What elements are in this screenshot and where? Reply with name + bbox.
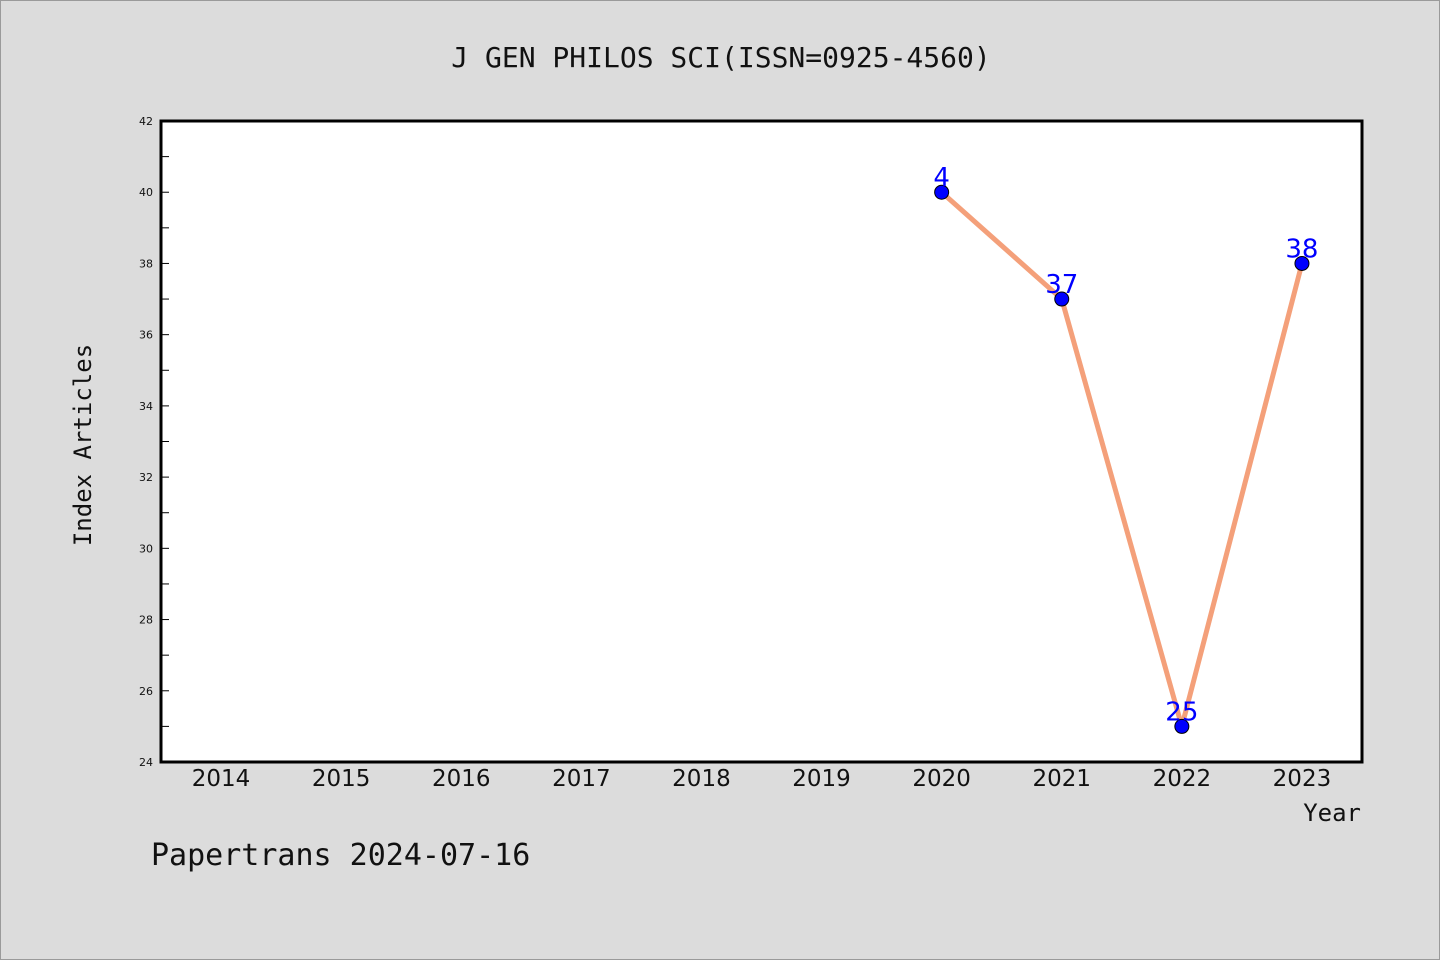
- data-point: [934, 184, 950, 200]
- data-point: [1174, 718, 1190, 734]
- x-tick-label: 2018: [672, 766, 731, 792]
- x-tick-label: 2015: [312, 766, 371, 792]
- y-tick-label: 36: [139, 329, 153, 342]
- data-point: [1054, 291, 1070, 307]
- x-tick-label: 2019: [792, 766, 851, 792]
- x-tick-label: 2014: [192, 766, 251, 792]
- x-tick-label: 2017: [552, 766, 611, 792]
- x-axis: 2014 2015 2016 2017 2018 2019 2020 2021 2022 2023: [192, 766, 1331, 792]
- x-tick-label: 2021: [1032, 766, 1091, 792]
- data-label: 38: [1285, 234, 1318, 264]
- series-line-segment: [939, 189, 1065, 302]
- series-lines: [939, 189, 1305, 729]
- y-tick-label: 34: [139, 400, 153, 413]
- series-line-segment: [1179, 260, 1305, 729]
- y-tick-label: 42: [139, 115, 153, 128]
- data-labels: 4 37 25 38: [933, 163, 1318, 727]
- x-tick-label: 2016: [432, 766, 491, 792]
- data-point: [1294, 255, 1310, 271]
- y-tick-label: 30: [139, 542, 153, 555]
- series-points: [934, 184, 1310, 734]
- y-tick-label: 32: [139, 471, 153, 484]
- y-tick-label: 26: [139, 685, 153, 698]
- x-tick-label: 2022: [1153, 766, 1212, 792]
- y-tick-label: 24: [139, 756, 153, 769]
- footer-credit: Papertrans 2024-07-16: [151, 838, 530, 873]
- data-label: 25: [1165, 697, 1198, 727]
- y-axis-title: Index Articles: [69, 344, 97, 546]
- x-tick-label: 2020: [912, 766, 971, 792]
- data-label: 4: [933, 163, 950, 193]
- y-tick-label: 40: [139, 186, 153, 199]
- plot-area: [159, 119, 1364, 764]
- x-axis-title: Year: [1303, 799, 1361, 827]
- y-tick-label: 28: [139, 614, 153, 627]
- y-tick-label: 38: [139, 257, 153, 270]
- chart-title: J GEN PHILOS SCI(ISSN=0925-4560): [451, 41, 990, 74]
- series-line-segment: [1059, 296, 1185, 729]
- y-axis: 24 26 28 30 32 34 36 38 40 42: [139, 115, 169, 769]
- x-tick-label: 2023: [1273, 766, 1332, 792]
- data-label: 37: [1045, 270, 1078, 300]
